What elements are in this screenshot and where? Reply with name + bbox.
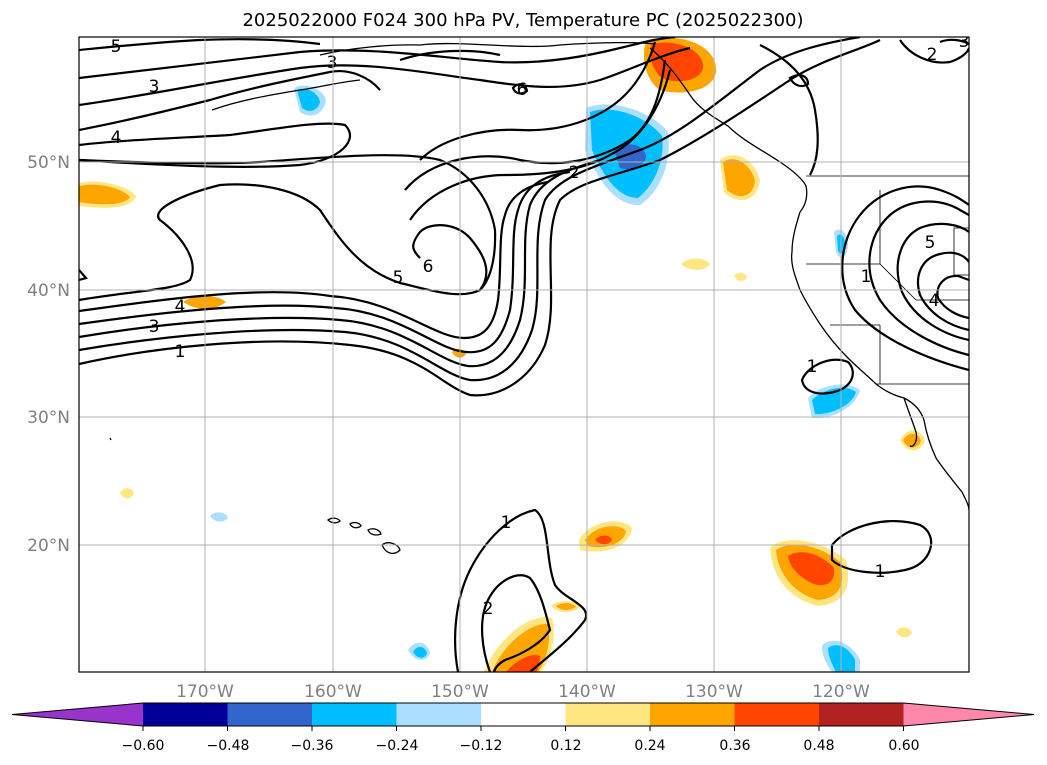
contour-label: 3 xyxy=(327,53,338,73)
colorbar xyxy=(11,702,1035,731)
contour-labels: 5 3 3 4 6 6 5 4 3 1 2 2 3 1 5 4 1 1 2 1 xyxy=(111,32,970,619)
pv-contours xyxy=(79,37,969,672)
longitude-labels: 170°W 160°W 150°W 140°W 130°W 120°W xyxy=(176,682,870,702)
colorbar-segment xyxy=(819,703,904,726)
lat-label: 20°N xyxy=(27,536,70,556)
lon-label: 130°W xyxy=(685,682,743,702)
map-frame xyxy=(78,36,970,673)
colorbar-segment xyxy=(143,703,228,726)
lat-label: 40°N xyxy=(27,281,70,301)
map-area: 5 3 3 4 6 6 5 4 3 1 2 2 3 1 5 4 1 1 2 1 xyxy=(79,32,970,672)
contour-label: 1 xyxy=(861,267,872,287)
lon-label: 150°W xyxy=(431,682,489,702)
colorbar-tick-label: 0.60 xyxy=(888,738,919,754)
contour-label: 5 xyxy=(111,37,122,57)
colorbar-tick-label: −0.36 xyxy=(291,738,334,754)
contour-label: 2 xyxy=(927,45,938,65)
contour-label: 3 xyxy=(149,77,160,97)
colorbar-extend-low xyxy=(12,703,143,726)
temperature-anomaly-shading xyxy=(79,37,925,672)
colorbar-segment xyxy=(481,703,566,726)
contour-label: 2 xyxy=(569,163,580,183)
colorbar-segment xyxy=(565,703,651,726)
colorbar-tick-label: 0.36 xyxy=(719,738,750,754)
colorbar-segment xyxy=(734,703,820,726)
contour-label: 3 xyxy=(959,32,970,52)
contour-label: 4 xyxy=(929,291,940,311)
contour-label: 1 xyxy=(501,513,512,533)
contour-label: 6 xyxy=(423,257,434,277)
latitude-labels: 50°N 40°N 30°N 20°N xyxy=(27,153,70,556)
lon-label: 140°W xyxy=(558,682,616,702)
contour-label: 4 xyxy=(175,297,186,317)
colorbar-tick-label: 0.12 xyxy=(550,738,581,754)
colorbar-tick-label: 0.48 xyxy=(803,738,834,754)
colorbar-tick-label: −0.60 xyxy=(122,738,165,754)
colorbar-tick-label: −0.48 xyxy=(207,738,250,754)
lat-label: 30°N xyxy=(27,408,70,428)
colorbar-segment xyxy=(650,703,735,726)
colorbar-segment xyxy=(312,703,397,726)
lon-label: 160°W xyxy=(304,682,362,702)
contour-label: 5 xyxy=(925,233,936,253)
contour-label: 1 xyxy=(175,342,186,362)
contour-label: 2 xyxy=(483,599,494,619)
colorbar-tick-label: −0.12 xyxy=(460,738,503,754)
colorbar-tick-label: 0.24 xyxy=(634,738,665,754)
graticule xyxy=(79,37,969,672)
contour-label: 3 xyxy=(149,317,160,337)
colorbar-tick-labels: −0.60 −0.48 −0.36 −0.24 −0.12 0.12 0.24 … xyxy=(122,738,920,754)
colorbar-tick-label: −0.24 xyxy=(376,738,419,754)
lon-label: 170°W xyxy=(176,682,234,702)
contour-label: 5 xyxy=(393,268,404,288)
contour-label: 1 xyxy=(875,562,886,582)
map-title: 2025022000 F024 300 hPa PV, Temperature … xyxy=(242,10,803,31)
colorbar-segment xyxy=(396,703,482,726)
coastlines xyxy=(109,41,969,555)
colorbar-extend-high xyxy=(903,703,1034,726)
colorbar-segment xyxy=(227,703,313,726)
lon-label: 120°W xyxy=(812,682,870,702)
lat-label: 50°N xyxy=(27,153,70,173)
contour-label: 6 xyxy=(517,80,528,100)
contour-label: 1 xyxy=(807,357,818,377)
contour-label: 4 xyxy=(111,128,122,148)
